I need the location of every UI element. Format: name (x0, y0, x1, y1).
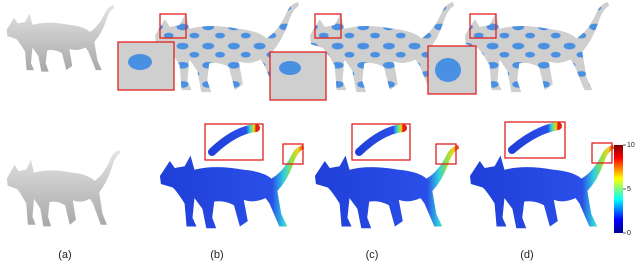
zoom-box (469, 13, 497, 39)
tail-zoom (208, 124, 260, 156)
panel-label: (c) (366, 249, 379, 261)
zoom-box (159, 13, 187, 39)
cat-mesh (6, 5, 115, 72)
cat-segmented (464, 2, 610, 93)
panel-c-bottom (314, 123, 460, 229)
patch (435, 58, 461, 82)
colorbar-tick-label: 0 (627, 230, 631, 237)
panel-label: (b) (210, 249, 223, 261)
panel-label: (a) (58, 249, 71, 261)
panel-d-top (427, 2, 610, 95)
zoom-box (591, 142, 613, 164)
panel-b-bottom (159, 123, 305, 229)
colorbar-tick-label: 10 (627, 142, 635, 149)
panel-c-top (269, 2, 455, 101)
panel-label: (d) (520, 249, 533, 261)
zoom-inset (269, 51, 327, 101)
zoom-box (435, 143, 457, 165)
colorbar-tick-label: 5 (627, 186, 631, 193)
zoom-inset (117, 41, 175, 91)
patch (128, 54, 152, 70)
tail-zoom (355, 124, 407, 156)
panel-b-top (117, 2, 300, 93)
tail-zoom (508, 122, 562, 154)
patch (279, 61, 301, 75)
colorbar (614, 145, 623, 233)
zoom-box (314, 13, 342, 39)
panel-d-bottom (469, 121, 615, 229)
cat-mesh (6, 150, 121, 227)
zoom-box (282, 143, 304, 165)
